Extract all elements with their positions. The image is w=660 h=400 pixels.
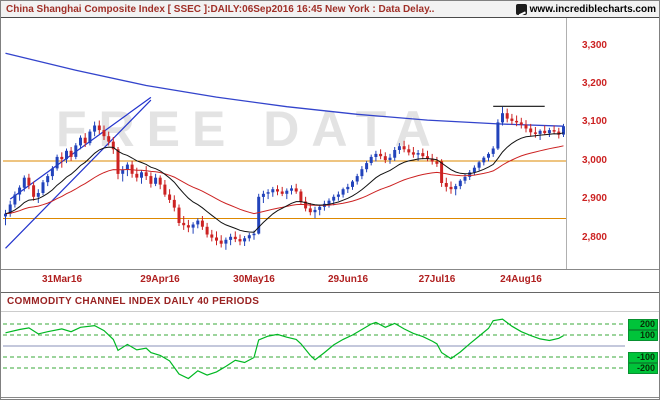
- price-axis-label: 3,200: [581, 78, 607, 89]
- price-axis-label: 2,900: [581, 193, 607, 204]
- price-axis-label: 3,300: [581, 40, 607, 51]
- site-link-label: www.incrediblecharts.com: [529, 3, 656, 15]
- date-axis-label: 29Jun16: [327, 274, 369, 285]
- date-axis-label: 24Aug16: [500, 274, 542, 285]
- cci-panel[interactable]: 200 100 -100 -200: [1, 312, 659, 398]
- axis-divider: [566, 18, 567, 269]
- site-link[interactable]: www.incrediblecharts.com: [515, 3, 656, 15]
- title-bar: China Shanghai Composite Index [ SSEC ]:…: [1, 1, 659, 18]
- date-axis-label: 27Jul16: [418, 274, 456, 285]
- date-axis-label: 29Apr16: [140, 274, 180, 285]
- cci-panel-title: COMMODITY CHANNEL INDEX DAILY 40 PERIODS: [1, 292, 659, 312]
- cci-axis-label: 100: [628, 330, 658, 341]
- price-axis-label: 3,000: [581, 155, 607, 166]
- chart-title: China Shanghai Composite Index [ SSEC ]:…: [6, 3, 435, 15]
- cci-axis-label: -200: [628, 363, 658, 374]
- cci-axis-label: 200: [628, 319, 658, 330]
- cci-axis-label: -100: [628, 352, 658, 363]
- price-axis-label: 3,100: [581, 116, 607, 127]
- date-axis-label: 30May16: [233, 274, 275, 285]
- candlestick-chart[interactable]: [3, 18, 566, 269]
- cci-chart[interactable]: [3, 312, 625, 397]
- price-chart-panel[interactable]: FREE DATA 3,300 3,200 3,100 3,000 2,900 2,800: [1, 18, 659, 270]
- date-axis: 31Mar16 29Apr16 30May16 29Jun16 27Jul16 24Aug…: [1, 270, 659, 292]
- price-axis-label: 2,800: [581, 232, 607, 243]
- site-logo-icon: [515, 3, 527, 15]
- date-axis-label: 31Mar16: [41, 274, 83, 285]
